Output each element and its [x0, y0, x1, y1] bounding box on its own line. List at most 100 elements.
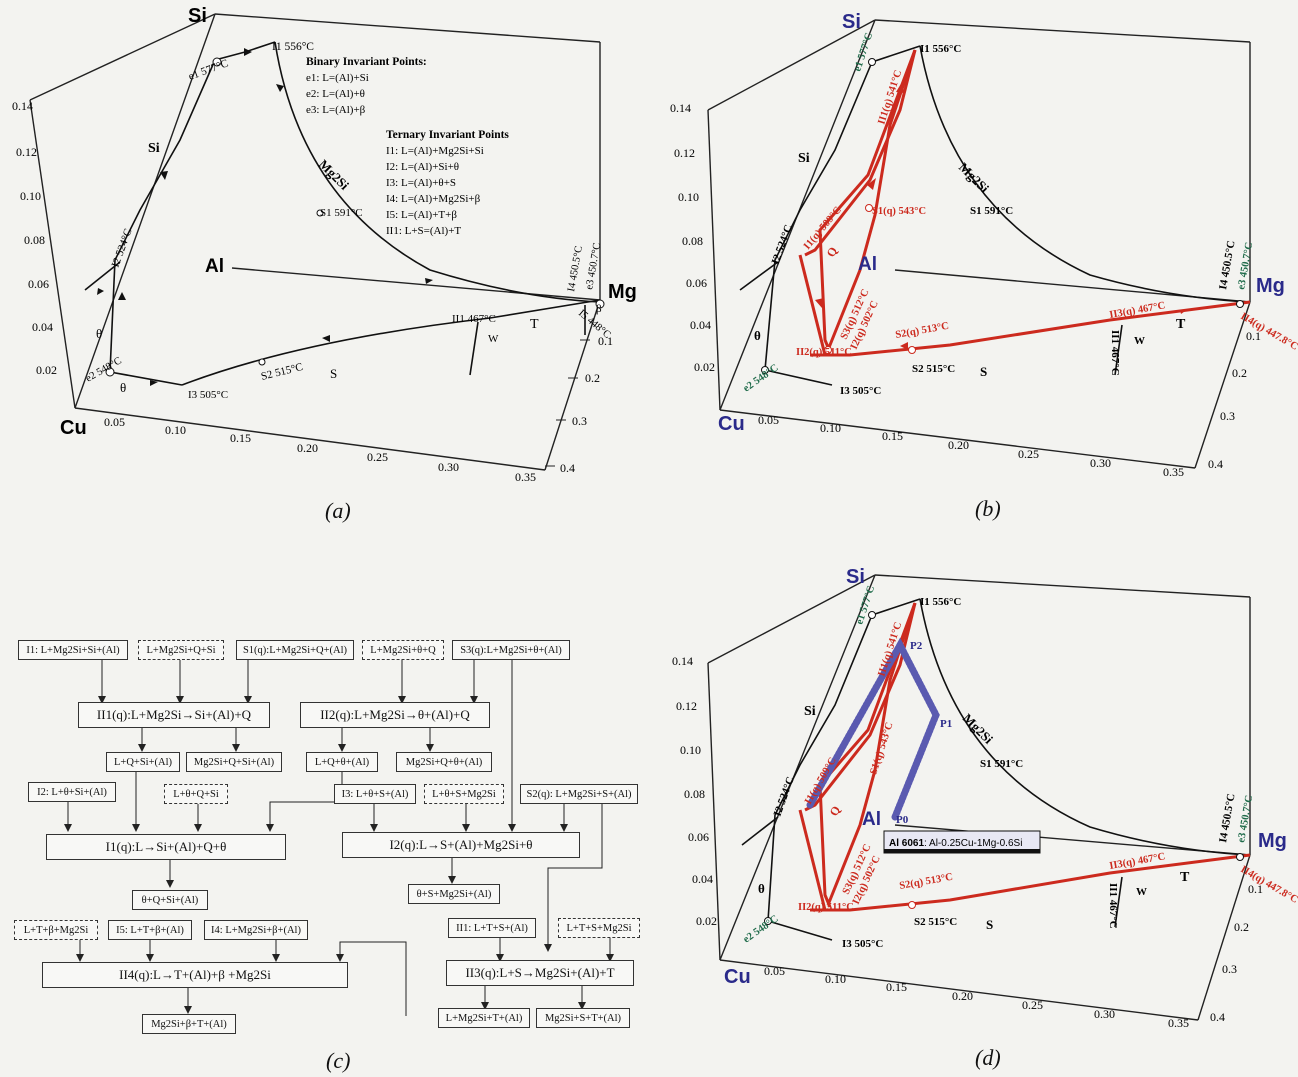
- tick-label: 0.3: [1220, 409, 1235, 423]
- line-left-arrow-1: [84, 261, 121, 291]
- ternary-item: I5: L=(Al)+T+β: [386, 209, 457, 221]
- phase-theta: θ: [96, 326, 102, 341]
- label-i4: I4 450.5°C: [566, 245, 585, 292]
- label-ii2q: II2(q) 511°C: [798, 902, 854, 913]
- tick-label: 0.30: [438, 460, 459, 474]
- tick-label: 0.05: [764, 964, 785, 978]
- phase-t: T: [1180, 870, 1190, 885]
- vertex-cu: Cu: [60, 417, 87, 439]
- line-i3-ii1: [181, 299, 601, 386]
- panel-d: Si Cu Mg Al 0.14 0.12 0.10 0.08 0.06 0.0…: [650, 555, 1298, 1077]
- vertex-al: Al: [205, 256, 224, 277]
- line-ii1-down: [469, 321, 479, 376]
- phase-theta-2: θ: [120, 380, 126, 395]
- box-theta-q-si-al: θ+Q+Si+(Al): [132, 890, 208, 910]
- box-mg2si-q-si-al: Mg2Si+Q+Si+(Al): [186, 752, 282, 772]
- phase-si: Si: [148, 141, 160, 156]
- tick-label: 0.12: [674, 146, 695, 160]
- box-i4: I4: L+Mg2Si+β+(Al): [204, 920, 308, 940]
- tick-label: 0.02: [696, 914, 717, 928]
- arrow-icon: [160, 171, 168, 180]
- tick-label: 0.10: [678, 190, 699, 204]
- point-e3: [595, 299, 605, 309]
- tick-label: 0.05: [104, 415, 125, 429]
- box-i5: I5: L+T+β+(Al): [108, 920, 192, 940]
- reaction-ii3q: II3(q):L+S→Mg2Si+(Al)+T: [446, 960, 634, 986]
- binary-item: e2: L=(Al)+θ: [306, 88, 365, 100]
- ternary-item: I3: L=(Al)+θ+S: [386, 177, 456, 189]
- label-p2: P2: [910, 640, 923, 652]
- phase-theta: θ: [754, 328, 761, 343]
- label-e1: e1 577°C: [852, 31, 875, 73]
- edge-back-top: [29, 13, 216, 101]
- arrow-icon: [322, 335, 330, 342]
- tick-label: 0.14: [12, 99, 33, 113]
- phase-s: S: [330, 366, 337, 381]
- flow-connectors: [64, 660, 614, 1016]
- tick-label: 0.10: [680, 743, 701, 757]
- vertex-mg: Mg: [1258, 830, 1287, 852]
- ternary-item: I2: L=(Al)+Si+θ: [386, 161, 459, 173]
- tick-label: 0.2: [1234, 920, 1249, 934]
- phase-theta: θ: [758, 881, 765, 896]
- tick-label: 0.15: [886, 980, 907, 994]
- caption-b: (b): [975, 496, 1001, 521]
- caption-a: (a): [325, 498, 351, 523]
- label-q: Q: [826, 803, 843, 818]
- tick-label: 0.35: [1163, 465, 1184, 479]
- tick-label: 0.08: [682, 234, 703, 248]
- label-e1: e1 577°C: [187, 57, 230, 82]
- line-e2-i3: [109, 371, 183, 386]
- tick-label: 0.02: [36, 363, 57, 377]
- box-theta-s-mg2si-al: θ+S+Mg2Si+(Al): [408, 884, 500, 904]
- reaction-ii4q: II4(q):L→T+(Al)+β +Mg2Si: [42, 962, 348, 988]
- box-l-mg2si-t-al: L+Mg2Si+T+(Al): [438, 1008, 530, 1028]
- label-p1: P1: [940, 718, 952, 730]
- binary-item: e1: L=(Al)+Si: [306, 72, 369, 84]
- box-l-mg2si-q-si: L+Mg2Si+Q+Si: [138, 640, 224, 660]
- tick-label: 0.1: [1248, 882, 1263, 896]
- tick-label: 0.06: [28, 277, 49, 291]
- edge-si-top: [214, 13, 601, 43]
- phase-si: Si: [798, 151, 810, 166]
- vertex-cu: Cu: [718, 413, 745, 435]
- label-e1: e1 577°C: [854, 584, 877, 626]
- reaction-i2q: I2(q):L→S+(Al)+Mg2Si+θ: [342, 832, 580, 858]
- caption-c: (c): [326, 1048, 351, 1073]
- reaction-ii2q: II2(q):L+Mg2Si→θ+(Al)+Q: [300, 702, 490, 728]
- box-l-mg2si-theta-q: L+Mg2Si+θ+Q: [362, 640, 444, 660]
- binary-title: Binary Invariant Points:: [306, 56, 427, 68]
- tick-label: 0.10: [165, 423, 186, 437]
- label-i3: I3 505°C: [840, 385, 881, 397]
- tick-label: 0.20: [297, 441, 318, 455]
- box-ii1: II1: L+T+S+(Al): [448, 918, 536, 938]
- phase-mg2si: Mg2Si: [316, 157, 352, 193]
- cu-axis-ticks: 0.05 0.10 0.15 0.20 0.25 0.30 0.35: [104, 415, 536, 484]
- edge-back-left: [29, 99, 76, 409]
- tick-label: 0.1: [1246, 329, 1261, 343]
- tick-label: 0.14: [672, 654, 693, 668]
- tick-label: 0.12: [16, 145, 37, 159]
- tick-label: 0.10: [820, 421, 841, 435]
- tick-label: 0.02: [694, 360, 715, 374]
- arrow-icon: [150, 380, 158, 386]
- phase-s: S: [986, 917, 993, 932]
- vertex-al: Al: [858, 254, 877, 275]
- phase-t: T: [530, 317, 539, 332]
- label-q: Q: [823, 244, 840, 259]
- arrow-icon: [425, 278, 433, 284]
- box-l-t-beta-mg2si: L+T+β+Mg2Si: [14, 920, 98, 940]
- label-i1: I1 556°C: [272, 41, 314, 53]
- box-s2q: S2(q): L+Mg2Si+S+(Al): [520, 784, 638, 804]
- label-i3: I3 505°C: [842, 938, 883, 950]
- tick-label: 0.4: [1208, 457, 1223, 471]
- tick-label: 0.15: [230, 431, 251, 445]
- panel-a: Si Cu Mg Al 0.14 0.12 0.10 0.08 0.06 0.0…: [0, 0, 650, 530]
- panel-b: Si Cu Mg Al 0.14 0.12 0.10 0.08 0.06 0.0…: [650, 0, 1298, 530]
- panel-a-diagram: Si Cu Mg Al 0.14 0.12 0.10 0.08 0.06 0.0…: [12, 5, 637, 484]
- tick-label: 0.25: [1018, 447, 1039, 461]
- tick-label: 0.14: [670, 101, 691, 115]
- box-i3: I3: L+θ+S+(Al): [334, 784, 416, 804]
- tick-label: 0.35: [515, 470, 536, 484]
- label-s1: S1 591°C: [980, 758, 1023, 770]
